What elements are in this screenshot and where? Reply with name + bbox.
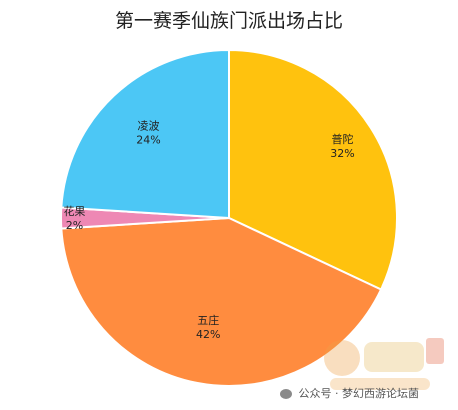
pie-slice-4: [60, 48, 230, 220]
pie-slices: [60, 48, 398, 387]
pie-slice-2: [60, 216, 383, 387]
footer-text: 公众号 · 梦幻西游论坛菌: [298, 387, 420, 400]
watermark-logo: [324, 338, 444, 390]
footer-source: 公众号 · 梦幻西游论坛菌: [280, 385, 419, 401]
slice-label-1: 普陀 32%: [330, 132, 354, 160]
slice-label-4: 凌波 24%: [136, 118, 160, 146]
slice-label-2: 五庄 42%: [196, 313, 220, 341]
chart-title: 第一赛季仙族门派出场占比: [114, 10, 343, 32]
slice-label-3: 花果 2%: [63, 205, 85, 232]
pie-slice-1: [228, 48, 398, 291]
pie-labels: 普陀 32% 五庄 42% 花果 2% 凌波 24%: [63, 118, 354, 341]
wechat-icon: [280, 389, 292, 399]
